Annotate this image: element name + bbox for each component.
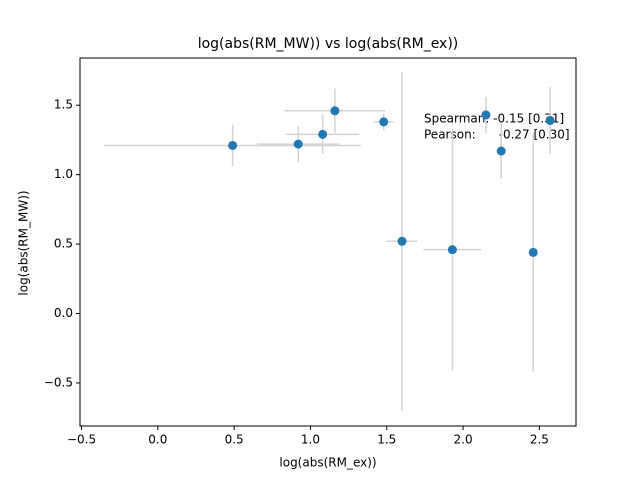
point	[496, 146, 506, 156]
x-tick-label: −0.5	[67, 433, 96, 447]
x-tick-label: 2.0	[454, 433, 473, 447]
annotation: Spearman: -0.15 [0.31]	[424, 112, 564, 126]
y-tick-label: 1.0	[54, 167, 73, 181]
x-tick-label: 1.0	[301, 433, 320, 447]
point	[318, 129, 328, 139]
y-axis-label: log(abs(RM_MW))	[17, 190, 31, 295]
y-tick-label: −0.5	[44, 375, 73, 389]
point	[379, 117, 389, 127]
x-tick-label: 1.5	[377, 433, 396, 447]
point	[447, 245, 457, 255]
plot-frame	[79, 57, 577, 427]
point	[330, 106, 340, 116]
point	[481, 110, 491, 120]
point	[228, 140, 238, 150]
point	[528, 247, 538, 257]
x-axis-label: log(abs(RM_ex))	[279, 456, 376, 470]
y-tick-label: 1.5	[54, 98, 73, 112]
x-tick-label: 0.0	[148, 433, 167, 447]
point	[397, 236, 407, 246]
x-tick-label: 0.5	[225, 433, 244, 447]
y-tick-label: 0.0	[54, 306, 73, 320]
point	[293, 139, 303, 149]
point	[545, 115, 555, 125]
x-tick-label: 2.5	[530, 433, 549, 447]
chart-title: log(abs(RM_MW)) vs log(abs(RM_ex))	[198, 36, 459, 52]
y-tick-label: 0.5	[54, 237, 73, 251]
annotation: Pearson: -0.27 [0.30]	[424, 128, 570, 142]
